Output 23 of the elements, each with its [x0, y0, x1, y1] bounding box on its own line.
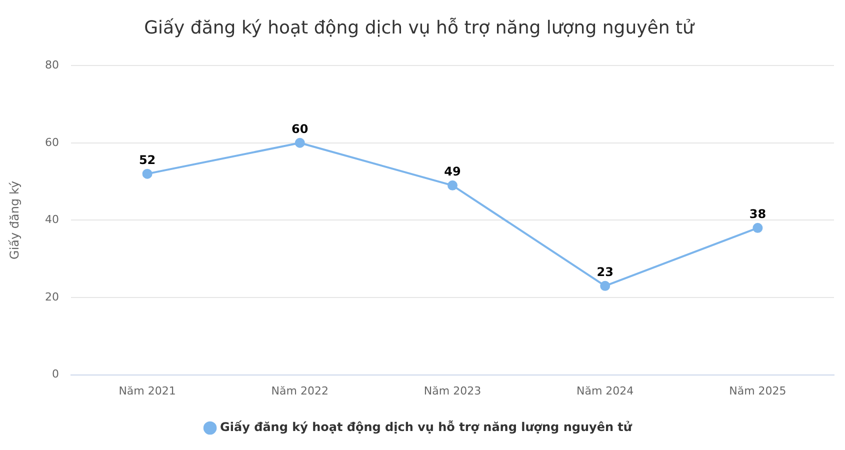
- x-tick-label: Năm 2022: [271, 384, 328, 398]
- data-label: 52: [138, 152, 156, 167]
- x-tick-label: Năm 2023: [424, 384, 482, 398]
- point: [600, 280, 610, 291]
- point: [294, 138, 305, 148]
- y-tick-label: 40: [45, 213, 59, 226]
- x-tick-label: Năm 2021: [118, 384, 176, 398]
- data-label: 23: [596, 265, 614, 280]
- point: [752, 222, 763, 233]
- point: [448, 180, 458, 190]
- y-tick-label: 0: [52, 368, 59, 381]
- y-axis-title: Giấy đăng ký: [7, 180, 22, 260]
- y-tick-label: 20: [45, 290, 59, 304]
- y-tick-label: 60: [45, 136, 59, 149]
- data-label: 49: [444, 164, 461, 179]
- y-tick-label: 80: [45, 58, 59, 72]
- data-label: 60: [292, 122, 308, 136]
- x-tick-label: Năm 2024: [576, 384, 634, 398]
- point: [142, 168, 152, 179]
- chart-title: Giấy đăng ký hoạt động dịch vụ hỗ trợ năng lượng nguyên tử: [144, 17, 696, 38]
- x-tick-label: Năm 2025: [729, 384, 786, 398]
- legend-label: Giấy đăng ký hoạt động dịch vụ hỗ trợ năng lượng nguyên tử: [220, 420, 632, 434]
- data-label: 38: [749, 207, 766, 222]
